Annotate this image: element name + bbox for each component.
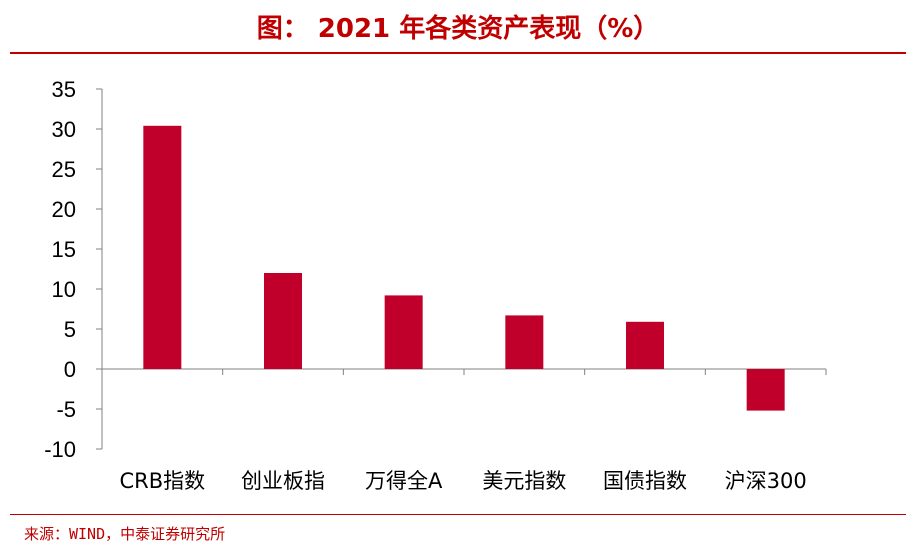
bar-5	[626, 321, 664, 369]
x-category-label: CRB指数	[119, 469, 205, 493]
bar-3	[384, 295, 423, 369]
y-tick-label: 30	[52, 117, 76, 142]
bar-4	[505, 315, 544, 369]
footer-divider	[10, 514, 906, 515]
y-tick-label: 15	[52, 237, 76, 262]
bar-2	[264, 273, 302, 369]
bar-1	[143, 125, 182, 369]
y-tick-label: 0	[64, 357, 76, 382]
x-category-label: 创业板指	[241, 469, 325, 493]
y-tick-label: -5	[56, 397, 76, 422]
y-tick-label: -10	[44, 437, 76, 462]
x-category-label: 美元指数	[482, 469, 566, 493]
source-note: 来源：WIND，中泰证券研究所	[24, 525, 226, 543]
x-category-label: 沪深300	[725, 469, 807, 493]
x-category-label: 国债指数	[603, 469, 687, 493]
chart-title: 图： 2021 年各类资产表现（%）	[256, 14, 660, 44]
bar-6	[746, 369, 785, 411]
y-tick-label: 35	[52, 77, 76, 102]
y-tick-label: 5	[64, 317, 76, 342]
y-tick-label: 10	[52, 277, 76, 302]
title-divider	[10, 52, 906, 54]
x-category-label: 万得全A	[365, 469, 443, 493]
y-tick-label: 20	[52, 197, 76, 222]
y-tick-label: 25	[52, 157, 76, 182]
